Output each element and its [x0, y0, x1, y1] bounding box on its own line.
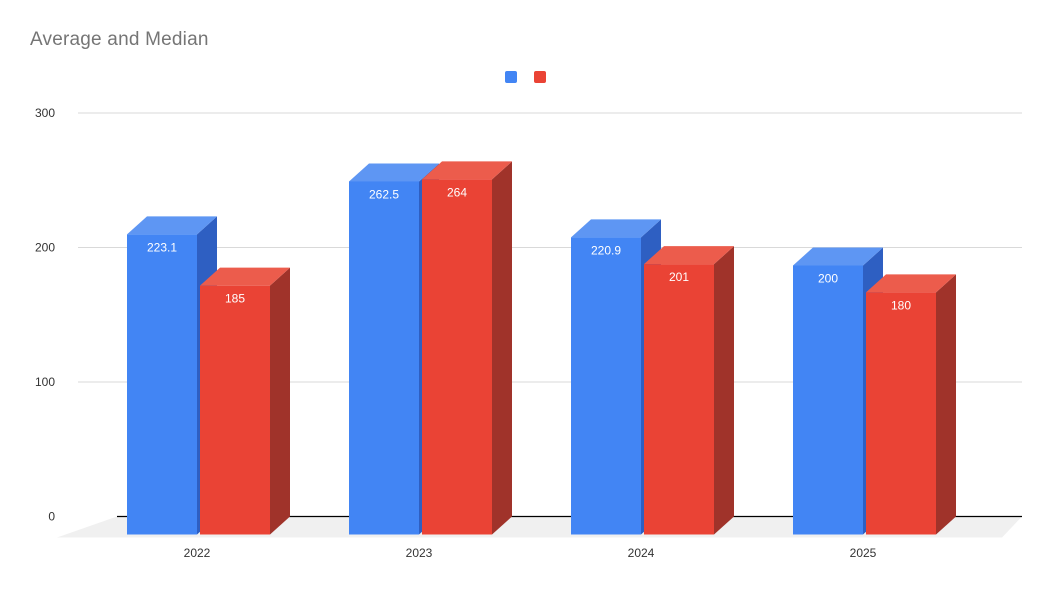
bar-top-face[interactable]	[422, 161, 512, 180]
bar-front-face[interactable]	[644, 264, 714, 535]
bar-value-label: 185	[225, 292, 245, 306]
x-category-label: 2023	[406, 546, 433, 560]
chart-title: Average and Median	[30, 29, 209, 50]
x-category-label: 2022	[184, 546, 211, 560]
y-tick-label: 0	[48, 510, 55, 524]
chart-floor	[57, 516, 1022, 538]
bar-front-face[interactable]	[422, 179, 492, 535]
bar-value-label: 200	[818, 272, 838, 286]
legend-swatch-series1[interactable]	[504, 71, 517, 83]
x-category-label: 2024	[628, 546, 655, 560]
bar-front-face[interactable]	[571, 237, 641, 535]
bar-top-face[interactable]	[793, 247, 883, 266]
chart-legend	[0, 71, 1050, 83]
bar-value-label: 262.5	[369, 187, 399, 201]
bar-front-face[interactable]	[127, 234, 197, 535]
y-tick-label: 200	[35, 241, 55, 255]
bar-top-face[interactable]	[349, 163, 439, 182]
x-category-label: 2025	[850, 546, 877, 560]
y-tick-label: 100	[35, 375, 55, 389]
y-tick-label: 300	[35, 106, 55, 120]
bar-top-face[interactable]	[200, 267, 290, 286]
bar-side-face[interactable]	[714, 246, 734, 535]
bar-top-face[interactable]	[127, 216, 217, 235]
bar-side-face[interactable]	[492, 161, 512, 535]
bar-value-label: 223.1	[147, 240, 177, 254]
bar-front-face[interactable]	[349, 181, 419, 535]
bar-value-label: 180	[891, 298, 911, 312]
legend-swatch-series2[interactable]	[533, 71, 546, 83]
bar-side-face[interactable]	[936, 274, 956, 535]
bar-top-face[interactable]	[644, 246, 734, 265]
bar-top-face[interactable]	[571, 219, 661, 238]
bar-front-face[interactable]	[793, 265, 863, 535]
bar-value-label: 264	[447, 185, 467, 199]
bar-side-face[interactable]	[270, 267, 290, 535]
bar-front-face[interactable]	[200, 285, 270, 535]
bar-value-label: 201	[669, 270, 689, 284]
bar-value-label: 220.9	[591, 243, 621, 257]
bar-top-face[interactable]	[866, 274, 956, 293]
bar-front-face[interactable]	[866, 292, 936, 535]
